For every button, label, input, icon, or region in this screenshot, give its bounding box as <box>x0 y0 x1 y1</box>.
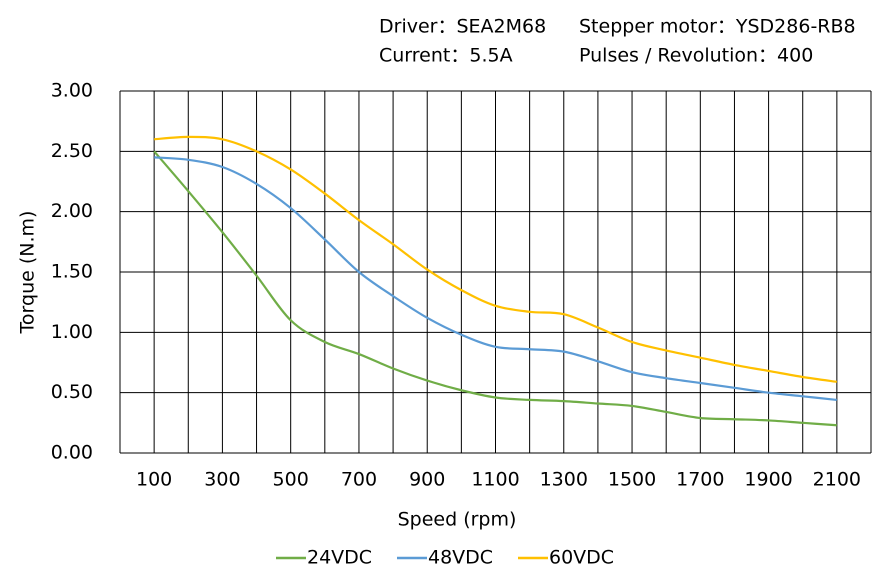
x-tick-label: 1900 <box>744 469 792 491</box>
annotation: Driver：SEA2M68 <box>379 16 546 38</box>
x-tick-label: 900 <box>409 469 445 491</box>
legend-label: 48VDC <box>428 547 493 569</box>
x-tick-label: 500 <box>273 469 309 491</box>
legend-label: 60VDC <box>549 547 614 569</box>
y-tick-label: 1.50 <box>51 261 93 283</box>
y-tick-label: 1.00 <box>51 321 93 343</box>
y-axis-label: Torque (N.m) <box>17 211 39 335</box>
x-tick-label: 300 <box>204 469 240 491</box>
x-tick-label: 1100 <box>471 469 519 491</box>
line <box>154 135 838 383</box>
annotation: Pulses / Revolution：400 <box>579 45 813 67</box>
x-tick-label: 1500 <box>608 469 656 491</box>
x-tick-label: 1300 <box>540 469 588 491</box>
annotation: Stepper motor：YSD286-RB8 <box>579 16 856 38</box>
y-tick-label: 2.50 <box>51 140 93 162</box>
x-tick-label: 1700 <box>676 469 724 491</box>
x-tick-label: 100 <box>136 469 172 491</box>
x-tick-label: 2100 <box>813 469 861 491</box>
line <box>154 156 837 402</box>
x-axis-label: Speed (rpm) <box>398 509 517 531</box>
y-tick-label: 0.50 <box>51 381 93 403</box>
y-tick-label: 0.00 <box>51 442 93 464</box>
line <box>153 150 837 427</box>
x-tick-label: 700 <box>341 469 377 491</box>
y-tick-label: 3.00 <box>51 80 93 102</box>
legend-label: 24VDC <box>307 547 372 569</box>
annotation: Current：5.5A <box>379 45 513 67</box>
y-tick-label: 2.00 <box>51 200 93 222</box>
